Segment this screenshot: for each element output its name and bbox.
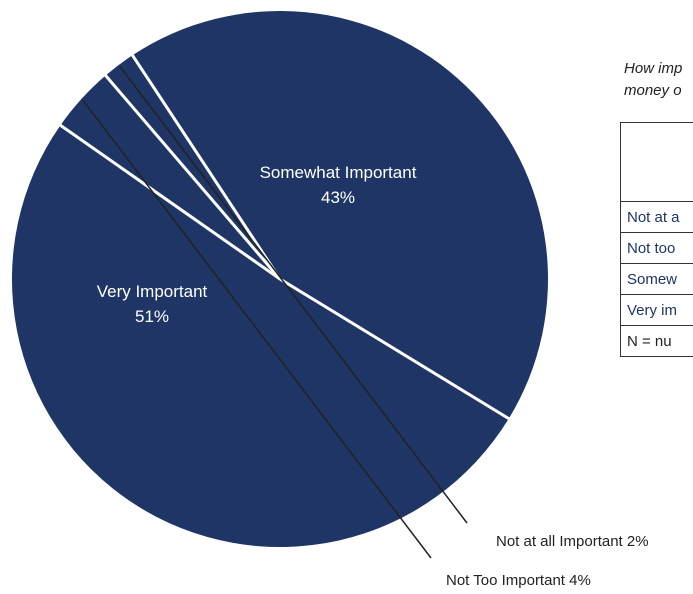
table-header-cell bbox=[620, 122, 693, 202]
response-table: Not at a Not too Somew Very im N = nu bbox=[620, 122, 693, 357]
survey-question-line-1: How imp bbox=[624, 60, 683, 77]
slice-label-very-important: Very Important bbox=[97, 282, 208, 301]
callout-not-at-all-important: Not at all Important 2% bbox=[496, 533, 649, 550]
table-row-label: Very im bbox=[620, 294, 693, 326]
slice-divider bbox=[279, 277, 511, 421]
table-row-label: Not at a bbox=[620, 201, 693, 233]
slice-divider bbox=[103, 73, 282, 280]
leader-line bbox=[119, 66, 468, 524]
slice-value-very-important: 51% bbox=[135, 307, 169, 326]
survey-question: How imp money o bbox=[624, 58, 693, 102]
pie-slices bbox=[11, 10, 548, 548]
slice-value-somewhat-important: 43% bbox=[321, 188, 355, 207]
table-row: Not too bbox=[620, 232, 693, 264]
pie-slice-not-at-all-important bbox=[105, 55, 280, 280]
table-row-label: Not too bbox=[620, 232, 693, 264]
callout-leader-lines bbox=[82, 66, 468, 559]
table-footnote: N = nu bbox=[620, 325, 693, 357]
callout-not-too-important: Not Too Important 4% bbox=[446, 572, 591, 589]
table-row-label: Somew bbox=[620, 263, 693, 295]
table-header-row bbox=[620, 122, 693, 202]
table-row: Not at a bbox=[620, 201, 693, 233]
table-row: Very im bbox=[620, 294, 693, 326]
table-row: Somew bbox=[620, 263, 693, 295]
slice-label-somewhat-important: Somewhat Important bbox=[260, 163, 417, 182]
slice-divider bbox=[58, 123, 281, 281]
slice-divider bbox=[130, 53, 282, 280]
table-footnote-row: N = nu bbox=[620, 325, 693, 357]
pie-slice-not-too-important bbox=[60, 75, 280, 280]
leader-line bbox=[82, 99, 432, 559]
slice-dividers bbox=[58, 53, 511, 421]
pie-slice-somewhat-important bbox=[132, 10, 548, 419]
pie-slice-very-important bbox=[11, 125, 509, 548]
survey-question-line-2: money o bbox=[624, 82, 682, 99]
